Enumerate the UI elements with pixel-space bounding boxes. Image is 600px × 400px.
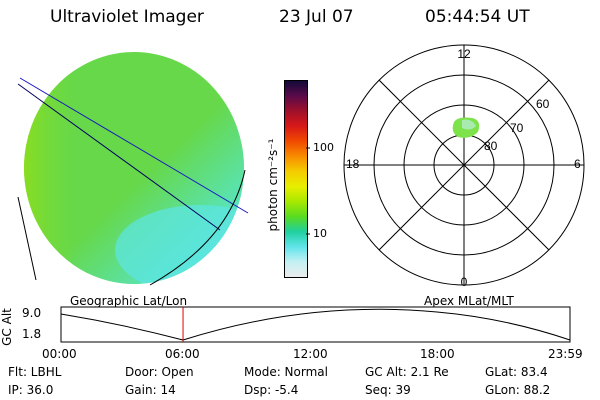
polar-plot: 12 18 6 0 60 70 80 [343, 44, 585, 289]
mlt-label-0: 0 [461, 275, 468, 289]
mlt-label-6: 6 [574, 157, 581, 171]
colorbar-tick-100: 100 [313, 141, 334, 154]
status-glat: GLat: 83.4 [485, 365, 548, 379]
altplot-xtick-3: 18:00 [420, 347, 455, 361]
auroral-image-panel [17, 52, 249, 286]
status-filter: Flt: LBHL [8, 365, 62, 379]
lat-label-70: 70 [510, 121, 524, 135]
altplot-xtick-4: 23:59 [548, 347, 583, 361]
mlt-label-12: 12 [457, 47, 471, 61]
time-label: 05:44:54 UT [425, 7, 530, 27]
altitude-plot [60, 306, 571, 343]
altitude-curve [60, 308, 571, 341]
meridian-diag-2 [378, 79, 550, 251]
altplot-xtick-1: 06:00 [165, 347, 200, 361]
status-gc-alt: GC Alt: 2.1 Re [365, 365, 449, 379]
status-mode: Mode: Normal [244, 365, 328, 379]
status-glon: GLon: 88.2 [485, 383, 551, 397]
colorbar-unit-label: photon cm⁻²s⁻¹ [266, 138, 280, 232]
altplot-xtick-2: 12:00 [293, 347, 328, 361]
altplot-frame [60, 306, 571, 343]
instrument-title: Ultraviolet Imager [50, 7, 204, 27]
altplot-ytick-max: 9.0 [22, 306, 42, 320]
status-seq: Seq: 39 [365, 383, 411, 397]
status-door: Door: Open [125, 365, 194, 379]
terminator-line [17, 83, 221, 231]
colorbar-tick-10: 10 [313, 227, 327, 240]
date-label: 23 Jul 07 [279, 7, 354, 27]
status-ip: IP: 36.0 [8, 383, 54, 397]
limb-tick-line [17, 196, 37, 281]
status-gain: Gain: 14 [125, 383, 176, 397]
altplot-ylabel: GC Alt [0, 308, 14, 346]
altplot-ytick-min: 1.8 [22, 327, 42, 341]
limb-arc-line [149, 169, 246, 286]
colorbar-ticks [306, 147, 310, 235]
mlt-label-18: 18 [346, 157, 360, 171]
orbit-track-line [19, 77, 249, 214]
altplot-left-title: Geographic Lat/Lon [70, 294, 188, 308]
altplot-right-title: Apex MLat/MLT [424, 294, 514, 308]
altplot-xtick-0: 00:00 [42, 347, 77, 361]
colorbar [284, 80, 308, 278]
status-dsp: Dsp: -5.4 [244, 383, 299, 397]
lat-label-80: 80 [484, 139, 498, 153]
lat-label-60: 60 [536, 97, 550, 111]
